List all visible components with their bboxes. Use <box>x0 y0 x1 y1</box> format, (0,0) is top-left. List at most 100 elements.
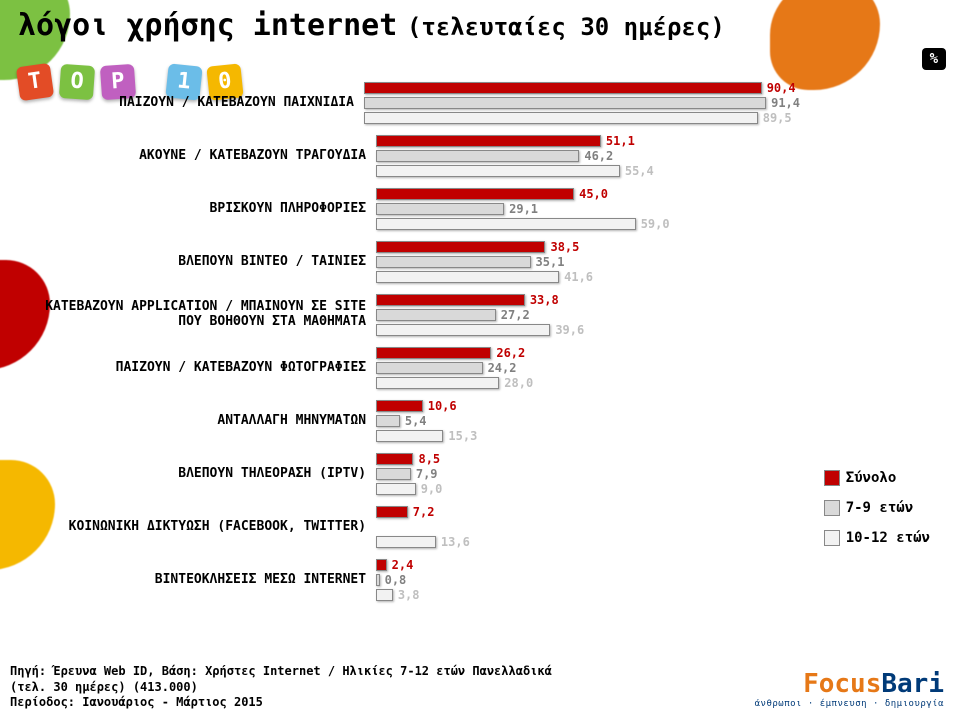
bar-value: 51,1 <box>606 134 635 148</box>
bar-value: 41,6 <box>564 270 593 284</box>
bar-value: 10,6 <box>428 399 457 413</box>
bar-line: 38,5 <box>376 240 800 254</box>
bar-value: 8,5 <box>418 452 440 466</box>
bar-line: 10,6 <box>376 399 800 413</box>
title-sub: (τελευταίες 30 ημέρες) <box>407 13 725 41</box>
legend-chip <box>824 530 840 546</box>
legend-chip <box>824 500 840 516</box>
bar-value: 7,2 <box>413 505 435 519</box>
bar <box>364 97 766 109</box>
bar-line: 45,0 <box>376 187 800 201</box>
bar-value: 38,5 <box>550 240 579 254</box>
bar-line: 51,1 <box>376 134 800 148</box>
bar <box>376 536 436 548</box>
bars-group: 33,827,2 39,6 <box>376 292 800 338</box>
bar-line: 26,2 <box>376 346 800 360</box>
decor-splash <box>770 0 880 90</box>
bar-line: 55,4 <box>376 164 800 178</box>
legend: Σύνολο 7-9 ετών 10-12 ετών <box>824 470 930 560</box>
bar-value: 89,5 <box>763 111 792 125</box>
category-label: ΒΙΝΤΕΟΚΛΗΣΕΙΣ ΜΕΣΩ INTERNET <box>0 573 376 588</box>
category-label: ΠΑΙΖΟΥΝ / ΚΑΤΕΒΑΖΟΥΝ ΠΑΙΧΝΙΔΙΑ <box>0 96 364 111</box>
bar-value: 24,2 <box>488 361 517 375</box>
bar-line: 24,2 <box>376 361 800 375</box>
bar-line: 46,2 <box>376 149 800 163</box>
bar-value: 2,4 <box>392 558 414 572</box>
bar <box>376 135 601 147</box>
bar-line: 7,2 <box>376 505 800 519</box>
bars-group: 26,224,228,0 <box>376 345 800 391</box>
bar-line: 35,1 <box>376 255 800 269</box>
bar <box>376 415 400 427</box>
logo: FocusBari άνθρωποι · έμπνευση · δημιουργ… <box>755 669 944 709</box>
bar-value: 33,8 <box>530 293 559 307</box>
bar <box>376 468 411 480</box>
bar <box>376 453 413 465</box>
bar-line: 7,9 <box>376 467 800 481</box>
bar <box>376 559 387 571</box>
bar <box>364 112 758 124</box>
category-label: ΚΑΤΕΒΑΖΟΥΝ APPLICATION / ΜΠΑΙΝΟΥΝ ΣΕ SIT… <box>0 300 376 330</box>
chart-row: ΒΙΝΤΕΟΚΛΗΣΕΙΣ ΜΕΣΩ INTERNET2,40,83,8 <box>0 557 800 603</box>
bar <box>376 324 550 336</box>
legend-label: 10-12 ετών <box>846 530 930 546</box>
bar <box>376 506 408 518</box>
bar-value: 45,0 <box>579 187 608 201</box>
category-label: ΒΡΙΣΚΟΥΝ ΠΛΗΡΟΦΟΡΙΕΣ <box>0 202 376 217</box>
bars-group: 8,57,99,0 <box>376 451 800 497</box>
bars-group: 2,40,83,8 <box>376 557 800 603</box>
chart-row: ΚΟΙΝΩΝΙΚΗ ΔΙΚΤΥΩΣΗ (FACEBOOK, TWITTER)7,… <box>0 504 800 550</box>
bar-line: 8,5 <box>376 452 800 466</box>
bar <box>376 165 620 177</box>
bar-value: 15,3 <box>448 429 477 443</box>
bars-group: 10,65,415,3 <box>376 398 800 444</box>
bar-value: 28,0 <box>504 376 533 390</box>
bar-value: 90,4 <box>767 81 796 95</box>
chart-row: ΑΚΟΥΝΕ / ΚΑΤΕΒΑΖΟΥΝ ΤΡΑΓΟΥΔΙΑ51,146,255,… <box>0 133 800 179</box>
bar <box>364 82 762 94</box>
legend-label: Σύνολο <box>846 470 897 486</box>
bar <box>376 377 499 389</box>
bar-line: 2,4 <box>376 558 800 572</box>
logo-tagline: άνθρωποι · έμπνευση · δημιουργία <box>755 699 944 709</box>
bar-line: 5,4 <box>376 414 800 428</box>
title-main: λόγοι χρήσης internet <box>18 8 397 43</box>
bar <box>376 271 559 283</box>
bar-line: 90,4 <box>364 81 800 95</box>
legend-item: 7-9 ετών <box>824 500 930 516</box>
bar-line: 59,0 <box>376 217 800 231</box>
bar-value: 91,4 <box>771 96 800 110</box>
bar-value: 39,6 <box>555 323 584 337</box>
logo-focus: Focus <box>803 669 881 699</box>
bar-line: 9,0 <box>376 482 800 496</box>
bar-line: 0,8 <box>376 573 800 587</box>
bar-value: 26,2 <box>496 346 525 360</box>
legend-label: 7-9 ετών <box>846 500 913 516</box>
legend-chip <box>824 470 840 486</box>
bar-line: 28,0 <box>376 376 800 390</box>
source-text: Πηγή: Έρευνα Web ID, Βάση: Χρήστες Inter… <box>10 664 552 711</box>
bar <box>376 241 545 253</box>
source-line: (τελ. 30 ημέρες) (413.000) <box>10 680 552 696</box>
bar <box>376 309 496 321</box>
logo-bari: Bari <box>881 669 944 699</box>
bar-value: 3,8 <box>398 588 420 602</box>
bar <box>376 574 380 586</box>
bar-value: 46,2 <box>584 149 613 163</box>
bar-line: 91,4 <box>364 96 800 110</box>
bar-line: 27,2 <box>376 308 800 322</box>
bars-group: 7,213,6 <box>376 504 800 550</box>
bar-value: 27,2 <box>501 308 530 322</box>
bar-value: 35,1 <box>536 255 565 269</box>
bar-line: 41,6 <box>376 270 800 284</box>
bar-line: 33,8 <box>376 293 800 307</box>
bar-line: 15,3 <box>376 429 800 443</box>
bars-group: 45,029,159,0 <box>376 186 800 232</box>
category-label: ΑΝΤΑΛΛΑΓΗ ΜΗΝΥΜΑΤΩΝ <box>0 414 376 429</box>
percent-badge: % <box>922 48 946 70</box>
chart-row: ΠΑΙΖΟΥΝ / ΚΑΤΕΒΑΖΟΥΝ ΦΩΤΟΓΡΑΦΙΕΣ26,224,2… <box>0 345 800 391</box>
bar <box>376 218 636 230</box>
bar <box>376 294 525 306</box>
chart-row: ΒΡΙΣΚΟΥΝ ΠΛΗΡΟΦΟΡΙΕΣ45,029,159,0 <box>0 186 800 232</box>
chart-row: ΒΛΕΠΟΥΝ ΒΙΝΤΕΟ / ΤΑΙΝΙΕΣ38,535,141,6 <box>0 239 800 285</box>
